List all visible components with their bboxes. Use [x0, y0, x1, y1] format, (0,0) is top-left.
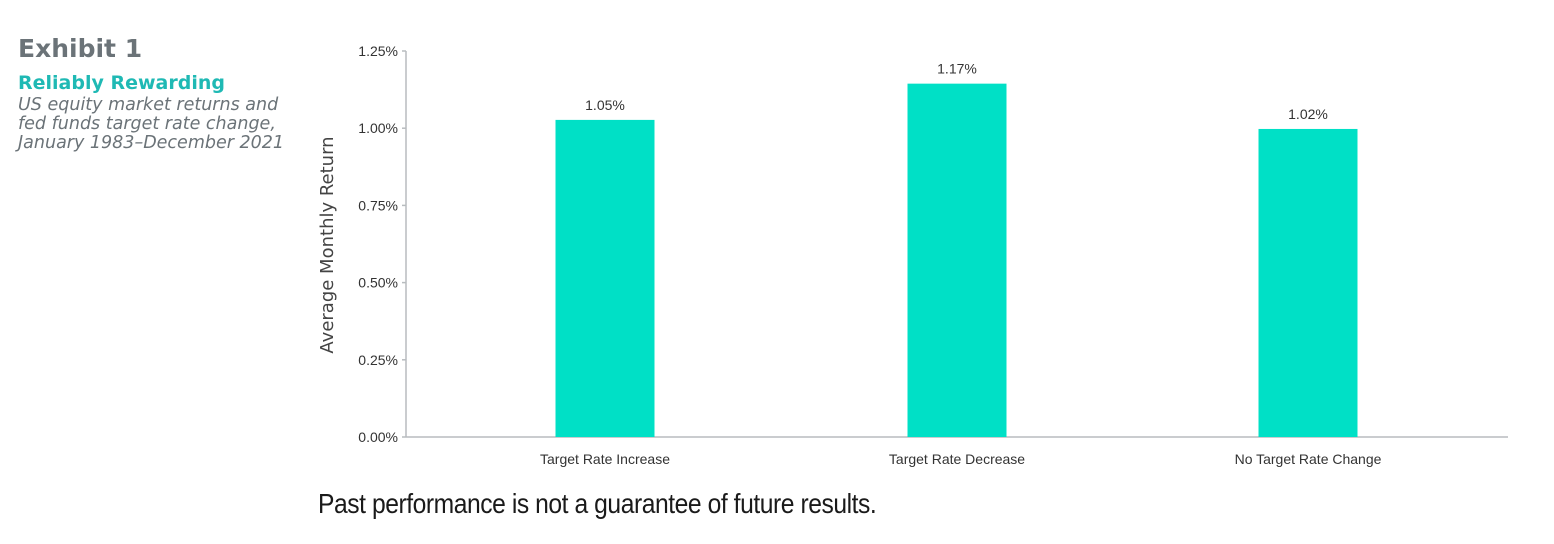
chart-labels: 1.05% Target Rate Increase 1.17% Target Rat…	[540, 61, 1382, 467]
y-tick-label: 0.00%	[358, 429, 398, 445]
bar-value-label: 1.05%	[585, 97, 625, 113]
x-tick-label: Target Rate Decrease	[889, 451, 1025, 467]
y-tick-label: 0.75%	[358, 197, 398, 213]
y-tick-label: 1.00%	[358, 120, 398, 136]
y-tick-label: 0.25%	[358, 352, 398, 368]
y-tick-label: 0.50%	[358, 275, 398, 291]
chart-bars	[555, 83, 1358, 437]
bar	[907, 83, 1007, 437]
bar-value-label: 1.17%	[937, 61, 977, 77]
y-tick-label: 1.25%	[358, 43, 398, 59]
x-tick-label: Target Rate Increase	[540, 451, 670, 467]
disclaimer-footnote: Past performance is not a guarantee of f…	[318, 488, 877, 519]
bar-value-label: 1.02%	[1288, 106, 1328, 122]
exhibit-subtitle: Reliably Rewarding	[18, 72, 225, 94]
y-axis-title: Average Monthly Return	[317, 136, 338, 353]
exhibit-description: US equity market returns and fed funds t…	[18, 95, 285, 153]
bar	[555, 119, 655, 437]
x-tick-label: No Target Rate Change	[1235, 451, 1382, 467]
bar	[1258, 128, 1358, 437]
exhibit-header: Exhibit 1 Reliably Rewarding US equity m…	[18, 34, 308, 153]
exhibit-number: Exhibit 1	[18, 34, 143, 63]
